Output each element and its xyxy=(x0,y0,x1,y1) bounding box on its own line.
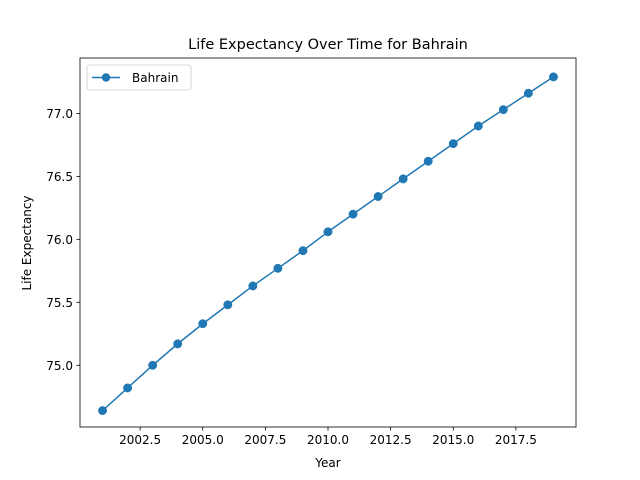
x-tick-label: 2010.0 xyxy=(307,433,349,447)
data-point xyxy=(123,383,133,393)
data-point xyxy=(223,300,233,310)
x-tick-label: 2017.5 xyxy=(495,433,537,447)
legend-box xyxy=(86,64,192,91)
legend-label: Bahrain xyxy=(132,71,178,85)
data-point xyxy=(523,88,533,98)
data-point xyxy=(323,227,333,237)
x-tick-label: 2012.5 xyxy=(370,433,412,447)
data-point xyxy=(348,209,358,219)
data-point xyxy=(498,105,508,115)
data-point xyxy=(398,174,408,184)
data-point xyxy=(248,281,258,291)
y-tick-label: 75.0 xyxy=(46,359,73,373)
y-tick-label: 76.0 xyxy=(46,233,73,247)
chart-title: Life Expectancy Over Time for Bahrain xyxy=(188,37,468,53)
data-point xyxy=(148,360,158,370)
x-tick-label: 2007.5 xyxy=(244,433,286,447)
x-tick-label: 2005.0 xyxy=(182,433,224,447)
data-point xyxy=(198,319,208,329)
data-point xyxy=(423,156,433,166)
y-tick-label: 75.5 xyxy=(46,296,73,310)
x-tick-label: 2015.0 xyxy=(432,433,474,447)
data-point xyxy=(298,246,308,256)
data-point xyxy=(98,406,107,416)
data-point xyxy=(549,72,558,82)
x-tick-label: 2002.5 xyxy=(119,433,161,447)
y-tick-label: 76.5 xyxy=(46,170,73,184)
y-tick-label: 77.0 xyxy=(46,107,73,121)
legend: Bahrain xyxy=(86,64,192,91)
y-axis-label: Life Expectancy xyxy=(20,195,34,290)
x-axis-label: Year xyxy=(314,456,340,470)
data-point xyxy=(448,139,458,149)
data-point xyxy=(473,121,483,131)
data-point xyxy=(173,339,183,349)
plot-area: 2002.5 2005.0 2007.5 2010.0 2012.5 2015.0 2017… xyxy=(46,57,577,447)
data-point xyxy=(373,192,383,201)
legend-marker xyxy=(101,73,111,82)
data-point xyxy=(273,263,283,273)
